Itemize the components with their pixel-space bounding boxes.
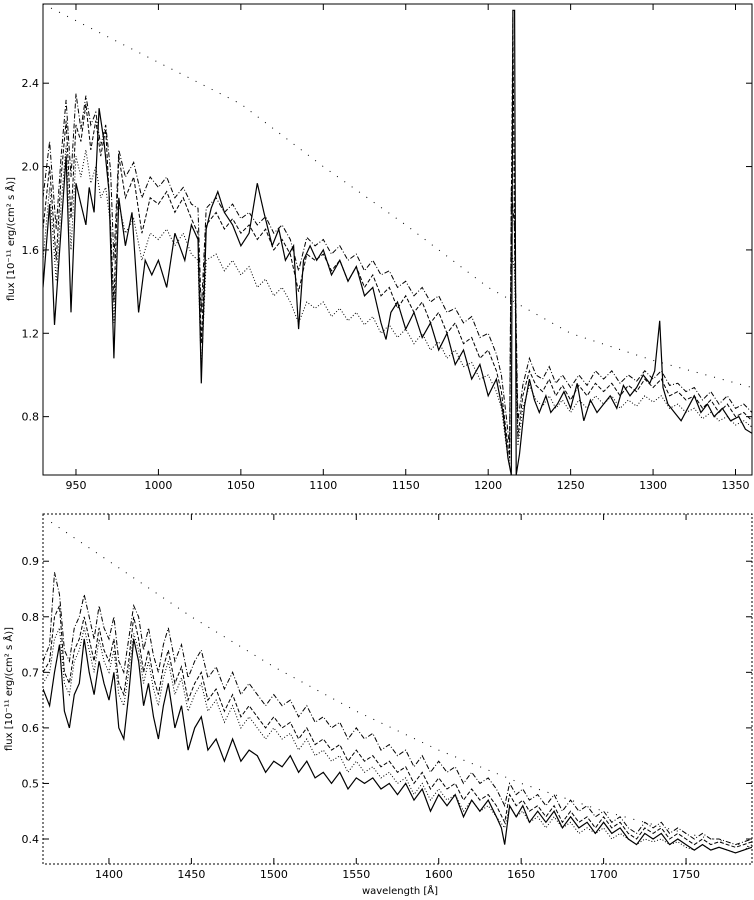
- y-tick-label: 0.4: [22, 833, 40, 846]
- y-tick-label: 0.6: [22, 722, 40, 735]
- x-tick-label: 1400: [95, 868, 123, 881]
- series-line-top-2: [43, 16, 752, 459]
- y-tick-label: 0.8: [22, 411, 40, 424]
- x-tick-label: 1050: [227, 479, 255, 492]
- series-line-top-3: [43, 93, 752, 448]
- y-axis-title-bottom: flux [10⁻¹¹ erg/(cm² s Å)]: [2, 627, 15, 751]
- y-tick-label: 0.5: [22, 777, 40, 790]
- chart-panel-top: 950 1000 1050 1100 1150 1200 1250 1300 1350 0.8 1.…: [4, 3, 753, 492]
- series-line-top-1: [43, 9, 752, 475]
- y-tick-label: 1.6: [22, 244, 40, 257]
- y-axis-title-top: flux [10⁻¹¹ erg/(cm² s Å)]: [4, 177, 17, 301]
- series-line-top-5: [43, 4, 752, 388]
- y-tick-label: 2.0: [22, 161, 40, 174]
- x-tick-label: 1300: [639, 479, 667, 492]
- plot-frame-bottom: [42, 513, 753, 865]
- x-tick-label: 1550: [342, 868, 370, 881]
- series-line-bottom-1: [43, 638, 752, 854]
- x-tick-label: 1250: [557, 479, 585, 492]
- x-tick-label: 1150: [392, 479, 420, 492]
- series-line-bottom-4: [43, 625, 752, 854]
- x-tick-label: 1450: [177, 868, 205, 881]
- ticks-bottom: 1400 1450 1500 1550 1600 1650 1700 1750 0.4 0.5 0.…: [22, 514, 752, 881]
- x-tick-label: 1200: [474, 479, 502, 492]
- x-tick-label: 1600: [425, 868, 453, 881]
- series-line-bottom-3: [43, 572, 752, 846]
- plot-frame-top: [42, 3, 753, 476]
- series-line-top-4: [43, 145, 752, 467]
- x-tick-label: 950: [65, 479, 86, 492]
- series-line-bottom-5: [50, 521, 752, 848]
- y-tick-label: 1.2: [22, 327, 40, 340]
- ticks-top: 950 1000 1050 1100 1150 1200 1250 1300 1350 0.8 1.…: [22, 4, 752, 492]
- y-tick-label: 0.9: [22, 555, 40, 568]
- series-line-bottom-2: [43, 605, 752, 848]
- series-layer-bottom: [43, 521, 752, 854]
- y-tick-label: 0.8: [22, 611, 40, 624]
- x-tick-label: 1700: [590, 868, 618, 881]
- x-tick-label: 1650: [507, 868, 535, 881]
- x-tick-label: 1750: [672, 868, 700, 881]
- y-tick-label: 0.7: [22, 666, 40, 679]
- chart-panel-bottom: 1400 1450 1500 1550 1600 1650 1700 1750 0.4 0.5 0.…: [2, 513, 753, 897]
- x-tick-label: 1350: [722, 479, 750, 492]
- y-tick-label: 2.4: [22, 77, 40, 90]
- series-layer-top: [43, 4, 752, 475]
- x-tick-label: 1500: [260, 868, 288, 881]
- x-tick-label: 1000: [144, 479, 172, 492]
- x-axis-title-bottom: wavelength [Å]: [362, 884, 438, 897]
- x-tick-label: 1100: [309, 479, 337, 492]
